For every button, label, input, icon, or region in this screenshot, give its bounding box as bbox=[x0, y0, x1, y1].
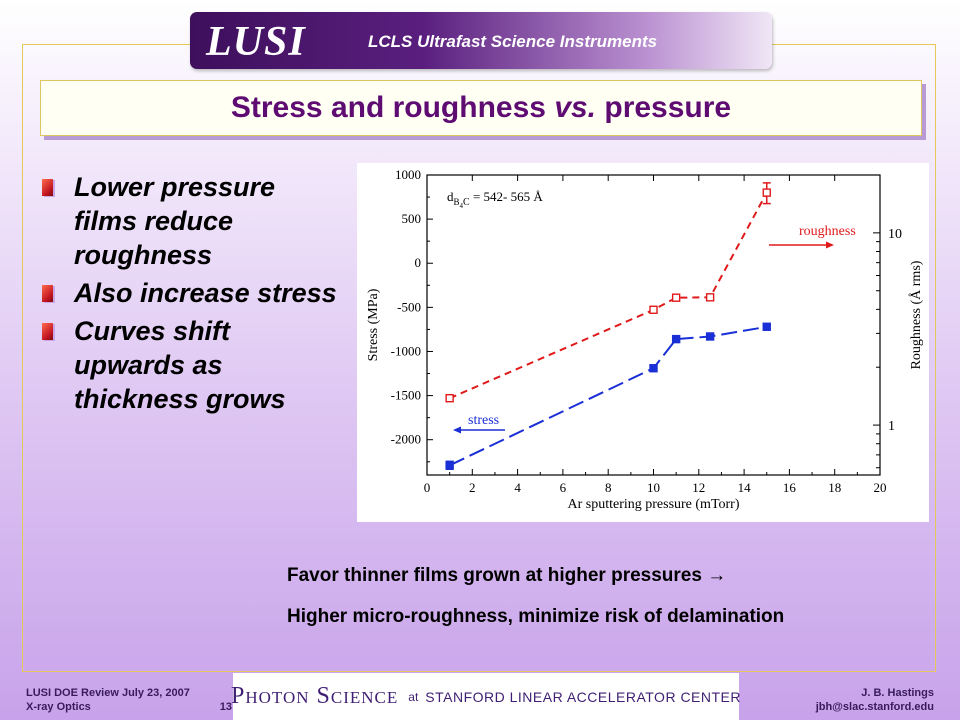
footer-photon-science: Photon Science at Stanford Linear Accele… bbox=[231, 673, 741, 720]
series-label-stress: stress bbox=[468, 413, 499, 428]
author-email: jbh@slac.stanford.edu bbox=[815, 701, 934, 713]
x-tick-label: 14 bbox=[738, 480, 752, 495]
data-point-roughness bbox=[705, 293, 715, 302]
title-box: Stress and roughness vs. pressure bbox=[40, 80, 922, 136]
x-tick-label: 20 bbox=[874, 480, 887, 495]
x-tick-label: 10 bbox=[647, 480, 660, 495]
bullet-marker-icon bbox=[42, 179, 53, 196]
bullet-list: Lower pressure films reduce roughness Al… bbox=[40, 170, 340, 420]
page-number: 13 bbox=[219, 701, 232, 713]
x-tick-label: 6 bbox=[560, 480, 567, 495]
data-point-stress bbox=[649, 364, 658, 373]
series-line-stress bbox=[449, 325, 767, 467]
bullet-item: Curves shift upwards as thickness grows bbox=[40, 314, 340, 416]
footer-review-label: LUSI DOE Review July 23, 2007 bbox=[26, 687, 190, 699]
bullet-item: Lower pressure films reduce roughness bbox=[40, 170, 340, 272]
annotation-part: 4 bbox=[460, 202, 464, 210]
title-main: Stress and roughness bbox=[230, 91, 555, 124]
x-axis-label: Ar sputtering pressure (mTorr) bbox=[567, 497, 739, 512]
thickness-annotation: dB4C = 542- 565 Å bbox=[447, 189, 543, 210]
x-tick-label: 4 bbox=[514, 480, 521, 495]
roughness-arrow-icon bbox=[826, 241, 834, 249]
bullet-item: Also increase stress bbox=[40, 276, 340, 310]
data-point-roughness bbox=[649, 305, 658, 314]
chart-svg: 0 2 4 6 8 10 12 14 16 18 20-2000-1500-1000-5000500… bbox=[366, 167, 924, 512]
data-point-stress bbox=[671, 334, 681, 344]
y-tick-label: 0 bbox=[415, 255, 422, 270]
series-line-roughness bbox=[449, 192, 768, 400]
annotation-part: = 542- 565 Å bbox=[470, 189, 544, 204]
x-tick-label: 0 bbox=[424, 480, 431, 495]
footer-left-row: X-ray Optics 13 bbox=[26, 700, 232, 714]
data-point-roughness bbox=[445, 394, 454, 403]
series-label-roughness: roughness bbox=[799, 224, 856, 239]
bullet-text: Lower pressure films reduce roughness bbox=[74, 172, 276, 270]
lusi-logo: LUSI bbox=[206, 19, 306, 65]
note-line-2: Higher micro-roughness, minimize risk of… bbox=[287, 606, 785, 627]
note-line-1: Favor thinner films grown at higher pres… bbox=[287, 565, 727, 586]
y2-tick-label: 1 bbox=[888, 419, 895, 434]
annotation-part: B bbox=[454, 197, 460, 207]
x-tick-label: 18 bbox=[828, 480, 841, 495]
title-end: pressure bbox=[596, 91, 732, 124]
slide-title: Stress and roughness vs. pressure bbox=[231, 91, 731, 125]
y-tick-label: -1000 bbox=[391, 343, 421, 358]
y-tick-label: 1000 bbox=[395, 167, 421, 182]
slac-name: Stanford Linear Accelerator Center bbox=[425, 688, 741, 705]
annotation-part: C bbox=[463, 197, 470, 208]
data-point-stress bbox=[705, 332, 715, 341]
y-tick-label: 500 bbox=[402, 211, 422, 226]
title-italic: vs. bbox=[554, 91, 597, 124]
footer-topic: X-ray Optics bbox=[26, 701, 91, 713]
photon-science-at: at bbox=[408, 689, 419, 704]
photon-science-logo: Photon Science bbox=[231, 683, 399, 709]
header-banner: LUSI LCLS Ultrafast Science Instruments bbox=[190, 12, 772, 69]
author-name: J. B. Hastings bbox=[861, 687, 934, 699]
bullet-marker-icon bbox=[42, 323, 53, 340]
x-tick-label: 2 bbox=[469, 480, 476, 495]
y2-axis-label: Roughness (Å rms) bbox=[908, 260, 924, 369]
x-tick-label: 8 bbox=[605, 480, 612, 495]
annotation-part: d bbox=[447, 189, 454, 204]
data-point-roughness bbox=[671, 293, 681, 302]
y-tick-label: -1500 bbox=[391, 388, 421, 403]
x-tick-label: 12 bbox=[692, 480, 705, 495]
footer-right: J. B. Hastings jbh@slac.stanford.edu bbox=[816, 686, 934, 714]
y-tick-label: -2000 bbox=[391, 432, 421, 447]
data-point-stress bbox=[762, 322, 771, 331]
bullet-text: Also increase stress bbox=[74, 278, 337, 308]
footer-left: LUSI DOE Review July 23, 2007 X-ray Opti… bbox=[26, 686, 232, 714]
bullet-text: Curves shift upwards as thickness grows bbox=[74, 316, 286, 414]
stress-roughness-chart: 0 2 4 6 8 10 12 14 16 18 20 -2000 -1500 -1000 -500 0 500… bbox=[357, 163, 929, 522]
stress-arrow-icon bbox=[453, 426, 461, 434]
y2-tick-label: 10 bbox=[888, 227, 902, 242]
x-tick-label: 16 bbox=[783, 480, 797, 495]
bullet-marker-icon bbox=[42, 285, 53, 302]
data-point-roughness bbox=[762, 188, 771, 197]
y-tick-label: -500 bbox=[397, 299, 421, 314]
data-point-stress bbox=[445, 461, 454, 470]
banner-subtitle: LCLS Ultrafast Science Instruments bbox=[368, 32, 658, 51]
y-axis-label: Stress (MPa) bbox=[366, 288, 381, 361]
